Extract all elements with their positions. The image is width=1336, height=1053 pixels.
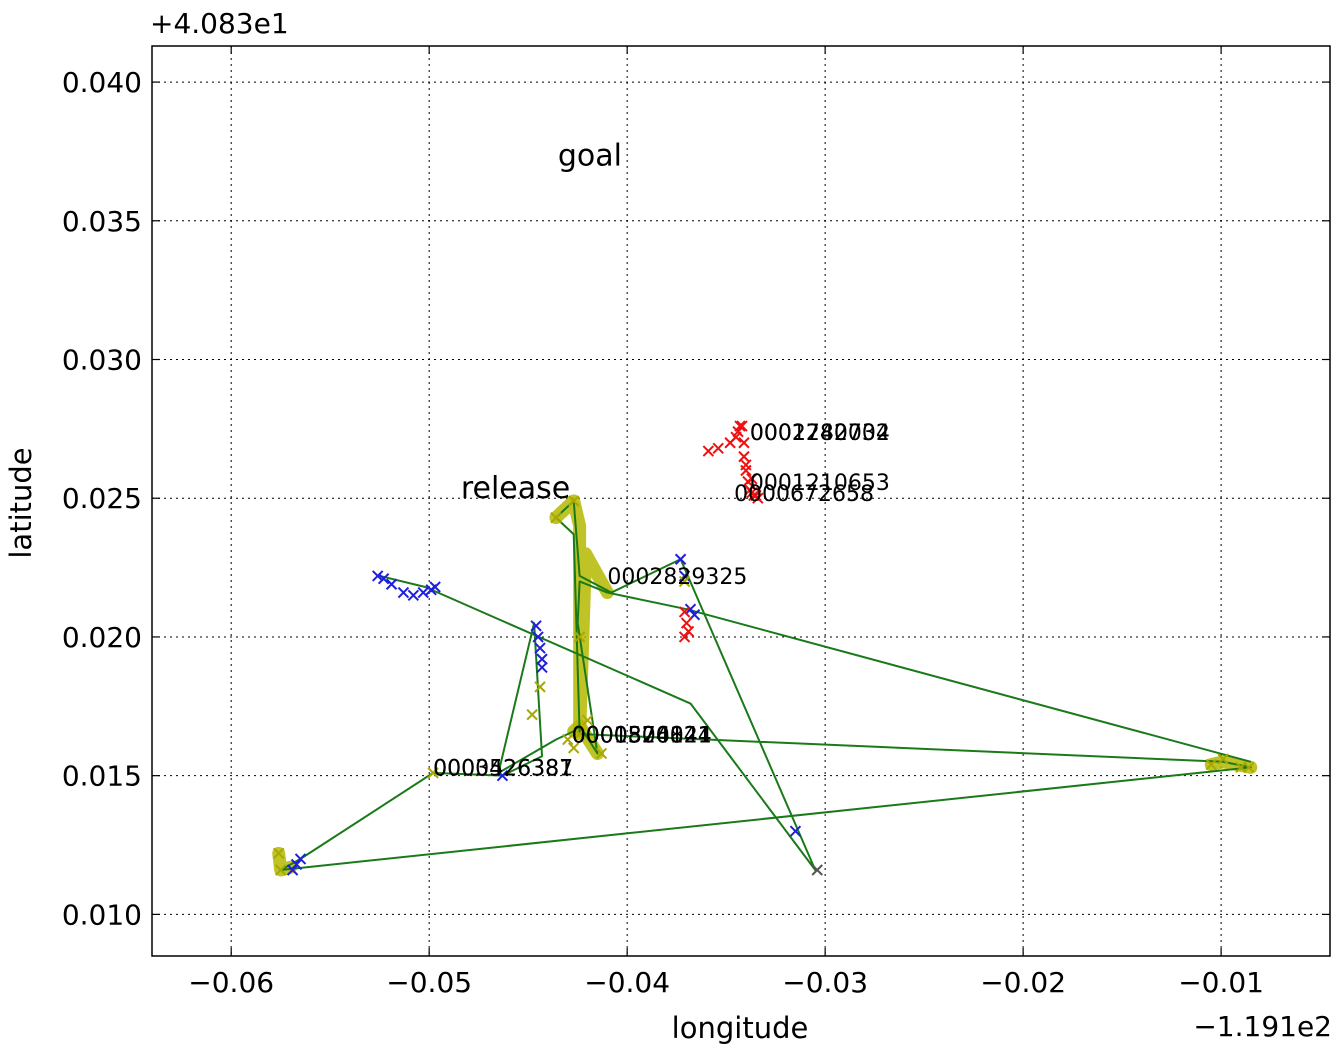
data-point-marker xyxy=(702,445,715,457)
y-tick-label: 0.030 xyxy=(62,344,142,377)
data-point-marker xyxy=(1217,753,1229,765)
data-point-marker xyxy=(736,420,748,432)
highlight-segments xyxy=(272,494,1258,877)
trajectory-line xyxy=(279,500,1252,871)
data-point-marker xyxy=(752,492,764,504)
x-tick-label: −0.03 xyxy=(782,966,868,999)
y-tick-label: 0.040 xyxy=(62,66,142,99)
data-point-marker xyxy=(734,420,746,432)
x-offset-label: −1.191e2 xyxy=(1193,1010,1332,1043)
data-point-marker xyxy=(573,631,586,643)
data-point-marker xyxy=(562,733,574,746)
plot-frame xyxy=(151,45,1331,957)
data-point-marker xyxy=(678,631,691,643)
data-point-marker xyxy=(274,864,287,876)
data-point-marker xyxy=(417,586,429,599)
annotation-label: 0000874821 xyxy=(572,723,712,748)
data-point-marker xyxy=(581,714,594,726)
annotation-label: 0000672658 xyxy=(734,482,874,507)
x-tick-label: −0.06 xyxy=(188,966,274,999)
data-point-marker xyxy=(678,606,691,618)
data-point-marker xyxy=(1243,761,1255,774)
data-point-marker xyxy=(286,864,299,876)
y-offset-label: +4.083e1 xyxy=(150,7,289,40)
data-point-marker xyxy=(712,442,724,454)
annotation-label: 0003526387 xyxy=(433,757,573,782)
annotation-label: goal xyxy=(558,138,622,173)
data-point-marker xyxy=(427,767,439,779)
grid xyxy=(152,46,1330,956)
data-point-marker xyxy=(550,511,562,524)
data-point-marker xyxy=(397,586,410,599)
data-point-marker xyxy=(738,450,750,463)
x-tick-label: −0.01 xyxy=(1178,966,1264,999)
data-point-marker xyxy=(294,853,307,865)
data-point-marker xyxy=(595,747,608,760)
data-point-marker xyxy=(371,570,384,582)
data-point-marker xyxy=(789,825,802,837)
data-point-marker xyxy=(1205,758,1217,771)
data-point-marker xyxy=(811,864,823,876)
axis-ticks: −0.06 −0.05 −0.04 −0.03 −0.02 −0.01 0.010 0.015… xyxy=(62,46,1330,999)
y-tick-label: 0.015 xyxy=(62,760,142,793)
y-tick-label: 0.025 xyxy=(62,482,142,515)
y-tick-label: 0.020 xyxy=(62,621,142,654)
data-point-marker xyxy=(377,572,390,585)
x-tick-label: −0.05 xyxy=(386,966,472,999)
annotation-label: 0001526024 xyxy=(572,723,712,748)
data-point-marker xyxy=(682,625,695,638)
data-point-marker xyxy=(429,581,441,593)
markers xyxy=(273,420,1255,876)
data-point-marker xyxy=(746,473,758,485)
trajectory-path xyxy=(279,500,1252,871)
data-point-marker xyxy=(684,603,697,615)
y-tick-label: 0.035 xyxy=(62,205,142,238)
annotation-label: 0000300141 xyxy=(572,723,712,748)
data-point-marker xyxy=(534,642,546,654)
annotation-label: 0002829325 xyxy=(607,565,747,590)
x-tick-label: −0.04 xyxy=(584,966,670,999)
data-point-marker xyxy=(290,858,303,871)
annotation-label: 0001210653 xyxy=(750,471,890,496)
data-point-marker xyxy=(674,553,687,565)
data-point-marker xyxy=(573,728,586,740)
y-tick-label: 0.010 xyxy=(62,898,142,931)
highlight-segment xyxy=(549,494,614,741)
data-point-marker xyxy=(532,631,544,643)
data-point-marker xyxy=(496,769,509,782)
data-point-marker xyxy=(567,742,580,754)
data-point-marker xyxy=(680,617,693,629)
data-point-marker xyxy=(385,578,398,590)
data-point-marker xyxy=(740,459,752,471)
x-tick-label: −0.02 xyxy=(980,966,1066,999)
data-point-marker xyxy=(536,661,548,674)
y-axis-label: latitude xyxy=(4,447,38,558)
data-point-marker xyxy=(530,620,542,632)
annotation-label: 0002282002 xyxy=(750,421,890,446)
data-point-marker xyxy=(407,589,420,602)
data-point-marker xyxy=(738,437,750,449)
annotation-label: 0001740734 xyxy=(750,421,890,446)
data-point-marker xyxy=(567,495,580,507)
x-axis-label: longitude xyxy=(672,1011,809,1045)
annotation-label: 0000426381 xyxy=(433,757,573,782)
data-point-marker xyxy=(526,708,538,721)
data-point-marker xyxy=(678,575,691,588)
data-point-marker xyxy=(534,681,546,693)
annotation-label: release xyxy=(461,471,570,506)
data-point-marker xyxy=(273,847,285,860)
data-point-marker xyxy=(536,653,548,665)
